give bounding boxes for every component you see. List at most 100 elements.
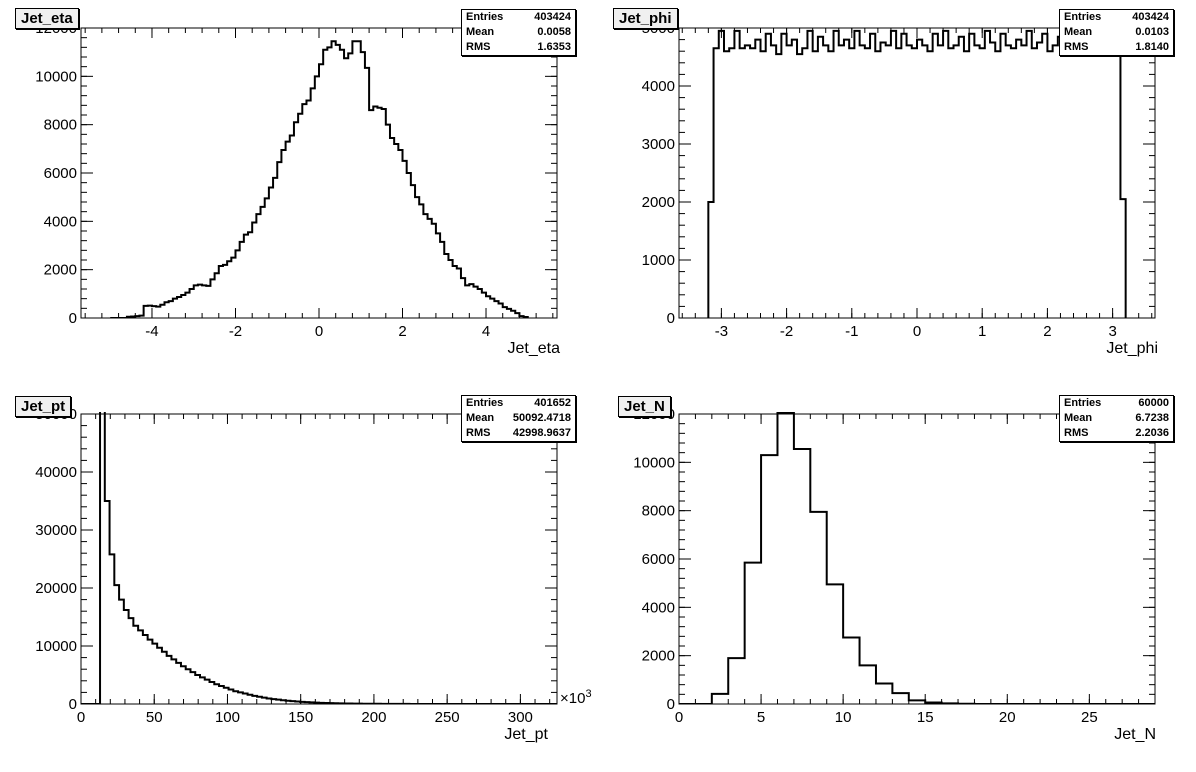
y-tick-label: 3000 xyxy=(642,136,675,153)
histogram-title: Jet_pt xyxy=(15,396,72,417)
stats-mean-label: Mean xyxy=(1064,26,1093,38)
x-tick-label: 0 xyxy=(77,709,85,726)
x-tick-label: 0 xyxy=(675,709,683,726)
stats-entries-label: Entries xyxy=(1064,11,1102,23)
x-tick-label: 300 xyxy=(508,709,533,726)
plot-frame xyxy=(80,413,558,705)
histogram-line xyxy=(110,40,529,318)
stats-entries-label: Entries xyxy=(1064,397,1102,409)
histogram-panel-jet-eta: -4-2024020004000600080001000012000 Jet_e… xyxy=(0,0,598,386)
y-tick-label: 4000 xyxy=(44,213,77,230)
stats-box: Entries 60000 Mean 6.7238 RMS 2.2036 xyxy=(1059,395,1174,442)
stats-mean-label: Mean xyxy=(466,412,495,424)
x-tick-label: 2 xyxy=(1043,323,1051,340)
stats-box: Entries 403424 Mean 0.0103 RMS 1.8140 xyxy=(1059,9,1174,56)
y-tick-label: 40000 xyxy=(35,464,77,481)
x-tick-label: -4 xyxy=(145,323,158,340)
stats-rms-label: RMS xyxy=(466,427,491,439)
x-tick-label: -2 xyxy=(229,323,242,340)
histogram-title: Jet_phi xyxy=(613,8,678,29)
stats-entries-label: Entries xyxy=(466,11,504,23)
histogram-line xyxy=(81,412,557,704)
y-tick-label: 0 xyxy=(69,310,77,327)
x-tick-label: 50 xyxy=(146,709,163,726)
x-tick-label: -1 xyxy=(845,323,858,340)
x-tick-label: 2 xyxy=(398,323,406,340)
x-tick-label: 150 xyxy=(288,709,313,726)
stats-mean-value: 6.7238 xyxy=(1135,412,1169,424)
histogram-panel-jet-pt: 0 50 100 150 200 250 300 0 10000 20000 30000 40000 5… xyxy=(0,386,598,772)
y-tick-label: 6000 xyxy=(44,165,77,182)
y-tick-label: 2000 xyxy=(642,194,675,211)
y-tick-label: 8000 xyxy=(642,503,675,520)
x-axis-multiplier-exponent: 3 xyxy=(585,688,592,700)
x-tick-label: 0 xyxy=(315,323,323,340)
y-tick-label: 0 xyxy=(667,310,675,327)
stats-rms-label: RMS xyxy=(466,41,491,53)
y-tick-label: 0 xyxy=(69,696,77,713)
stats-mean-label: Mean xyxy=(466,26,495,38)
y-tick-label: 4000 xyxy=(642,78,675,95)
x-tick-label: -2 xyxy=(780,323,793,340)
x-tick-label: 5 xyxy=(757,709,765,726)
histogram-panel-jet-n: 0510152025020004000600080001000012000 Je… xyxy=(598,386,1196,772)
x-tick-label: 3 xyxy=(1108,323,1116,340)
histogram-line xyxy=(707,29,1127,318)
y-tick-label: 1000 xyxy=(642,252,675,269)
x-axis-multiplier-base: ×10 xyxy=(560,690,586,707)
plot-svg: 0501001502002503000100002000030000400005… xyxy=(35,406,558,726)
y-tick-label: 8000 xyxy=(44,117,77,134)
stats-entries-value: 403424 xyxy=(1132,11,1169,23)
plot-svg: -3-2-10123010002000300040005000 xyxy=(642,20,1156,340)
x-tick-label: 4 xyxy=(482,323,490,340)
x-tick-label: 15 xyxy=(917,709,934,726)
stats-mean-value: 50092.4718 xyxy=(512,412,571,424)
x-tick-label: 1 xyxy=(978,323,986,340)
stats-entries-value: 403424 xyxy=(534,11,571,23)
stats-rms-value: 42998.9637 xyxy=(512,427,571,439)
x-tick-label: -3 xyxy=(715,323,728,340)
x-tick-label: 20 xyxy=(999,709,1016,726)
stats-rms-label: RMS xyxy=(1064,41,1089,53)
plot-frame xyxy=(678,27,1156,319)
stats-entries-value: 401652 xyxy=(534,397,571,409)
y-tick-label: 2000 xyxy=(44,262,77,279)
x-tick-label: 250 xyxy=(435,709,460,726)
stats-mean-value: 0.0103 xyxy=(1135,26,1169,38)
x-tick-label: 200 xyxy=(361,709,386,726)
stats-mean-value: 0.0058 xyxy=(537,26,571,38)
x-tick-label: 10 xyxy=(835,709,852,726)
histogram-title: Jet_N xyxy=(618,396,671,417)
x-tick-label: 100 xyxy=(215,709,240,726)
histogram-line xyxy=(679,412,1155,704)
y-tick-label: 20000 xyxy=(35,580,77,597)
stats-rms-value: 1.8140 xyxy=(1135,41,1169,53)
y-tick-label: 30000 xyxy=(35,522,77,539)
x-tick-label: 25 xyxy=(1081,709,1098,726)
plot-svg: 0510152025020004000600080001000012000 xyxy=(633,406,1156,726)
x-axis-label: Jet_eta xyxy=(507,340,560,357)
y-tick-label: 10000 xyxy=(35,68,77,85)
stats-box: Entries 401652 Mean 50092.4718 RMS 42998.96… xyxy=(461,395,576,442)
y-tick-label: 2000 xyxy=(642,648,675,665)
stats-mean-label: Mean xyxy=(1064,412,1093,424)
x-axis-label: Jet_N xyxy=(1114,726,1156,743)
y-tick-label: 0 xyxy=(667,696,675,713)
stats-entries-value: 60000 xyxy=(1138,397,1169,409)
x-tick-label: 0 xyxy=(913,323,921,340)
y-tick-label: 4000 xyxy=(642,599,675,616)
stats-entries-label: Entries xyxy=(466,397,504,409)
stats-rms-label: RMS xyxy=(1064,427,1089,439)
x-axis-label: Jet_pt xyxy=(504,726,548,743)
x-axis-label: Jet_phi xyxy=(1106,340,1158,357)
y-tick-label: 10000 xyxy=(35,638,77,655)
y-tick-label: 6000 xyxy=(642,551,675,568)
plot-svg: -4-2024020004000600080001000012000 xyxy=(35,20,558,340)
stats-box: Entries 403424 Mean 0.0058 RMS 1.6353 xyxy=(461,9,576,56)
histogram-panel-jet-phi: -3-2-10123010002000300040005000 Jet_phi … xyxy=(598,0,1196,386)
plot-frame xyxy=(678,413,1156,705)
stats-rms-value: 1.6353 xyxy=(537,41,571,53)
y-tick-label: 10000 xyxy=(633,454,675,471)
stats-rms-value: 2.2036 xyxy=(1135,427,1169,439)
